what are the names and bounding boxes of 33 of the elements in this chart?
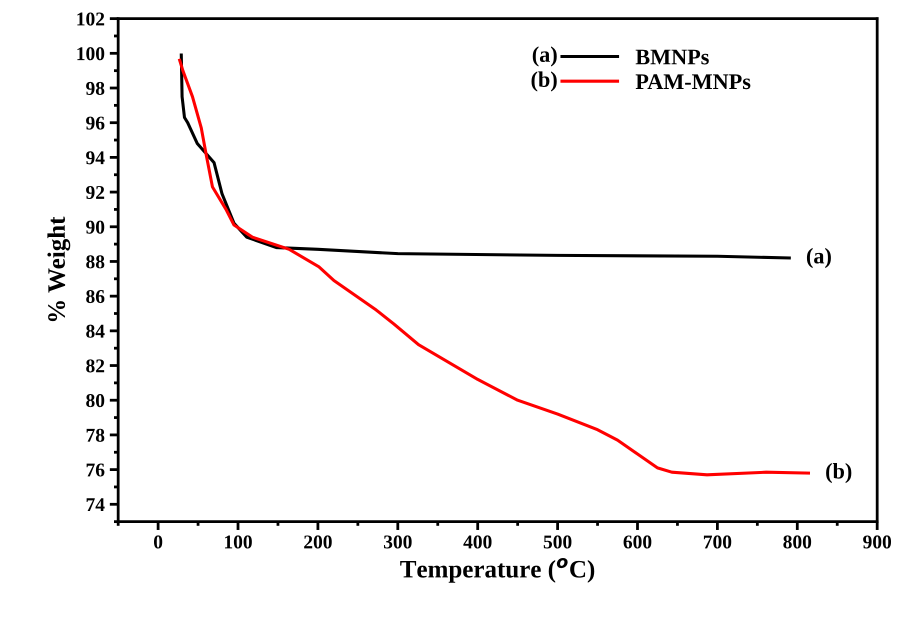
y-tick-label: 74 bbox=[86, 498, 105, 512]
annotation: (a) bbox=[532, 46, 557, 67]
annotation: (a) bbox=[806, 248, 831, 268]
y-tick-label: 96 bbox=[86, 116, 104, 130]
legend-label: PAM-MNPs bbox=[636, 74, 750, 90]
y-tick-label: 90 bbox=[86, 220, 104, 234]
y-tick-label: 82 bbox=[86, 359, 104, 372]
annotation: (b) bbox=[826, 462, 852, 484]
x-tick-label: 400 bbox=[463, 535, 492, 549]
y-tick-label: 86 bbox=[86, 290, 104, 304]
y-tick-label: 80 bbox=[86, 394, 104, 408]
x-tick-label: 200 bbox=[304, 535, 332, 549]
y-tick-label: 92 bbox=[86, 186, 104, 200]
x-tick-label: 300 bbox=[384, 535, 412, 549]
y-tick-label: 84 bbox=[86, 324, 105, 338]
x-tick-label: 100 bbox=[224, 535, 252, 549]
annotation: (b) bbox=[532, 71, 557, 92]
x-tick-label: 800 bbox=[783, 535, 812, 549]
y-tick-label: 88 bbox=[86, 255, 104, 268]
x-tick-label: 500 bbox=[544, 535, 572, 549]
x-tick-label: 700 bbox=[704, 535, 732, 549]
y-tick-label: 78 bbox=[86, 428, 104, 442]
x-tick-label: 600 bbox=[624, 535, 652, 549]
y-tick-label: 98 bbox=[86, 82, 104, 95]
x-tick-label: 0 bbox=[154, 535, 162, 549]
y-tick-label: 76 bbox=[86, 463, 104, 477]
legend-label: BMNPs bbox=[636, 50, 709, 64]
y-tick-label: 94 bbox=[86, 151, 105, 164]
y-tick-label: 102 bbox=[77, 12, 104, 26]
y-tick-label: 100 bbox=[77, 47, 104, 60]
x-axis-title: Temperature ($^{o}$C) bbox=[400, 558, 594, 583]
x-tick-label: 900 bbox=[863, 535, 892, 549]
y-axis-title: % Weight bbox=[47, 216, 70, 322]
